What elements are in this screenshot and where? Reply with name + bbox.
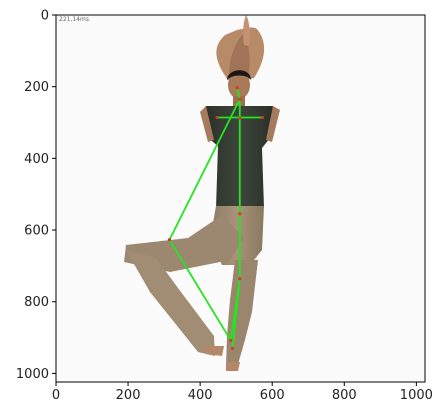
x-tick-label: 1000 — [400, 388, 433, 403]
y-tick-label: 400 — [24, 152, 49, 167]
keypoint-raised_knee — [167, 238, 172, 242]
x-tick-label: 600 — [260, 388, 285, 403]
keypoint-standing_knee — [238, 277, 242, 281]
keypoint-hip — [238, 212, 242, 216]
x-tick-label: 800 — [332, 388, 357, 403]
keypoint-neck — [238, 97, 242, 101]
skeleton-edge-raised_knee-raised_ankle — [168, 238, 232, 342]
y-tick-label: 1000 — [16, 367, 49, 382]
inference-time-label: 221,14ms — [59, 16, 89, 23]
x-tick-label: 0 — [52, 388, 60, 403]
pose-skeleton — [167, 86, 265, 350]
skeleton-edge-neck-raised_knee — [168, 98, 241, 241]
y-axis: 0 200 400 600 800 1000 — [16, 9, 56, 382]
plot-frame — [55, 14, 426, 383]
keypoint-head — [235, 86, 239, 90]
keypoint-standing_ankle — [230, 346, 235, 350]
x-tick-label: 200 — [116, 388, 141, 403]
keypoint-right_shoulder — [260, 115, 265, 120]
keypoint-raised_ankle — [229, 338, 233, 343]
y-tick-label: 0 — [41, 9, 49, 24]
keypoint-left_shoulder — [215, 115, 219, 120]
x-tick-label: 400 — [188, 388, 213, 403]
y-tick-label: 800 — [24, 295, 49, 310]
skeleton-edge-head-neck — [236, 86, 241, 101]
x-axis: 0 200 400 600 800 1000 — [52, 382, 433, 403]
skeleton-edge-raised_ankle-standing_knee — [229, 277, 241, 342]
y-tick-label: 600 — [24, 224, 49, 239]
y-tick-label: 200 — [24, 80, 49, 95]
keypoint-mid_shoulder — [238, 116, 242, 120]
